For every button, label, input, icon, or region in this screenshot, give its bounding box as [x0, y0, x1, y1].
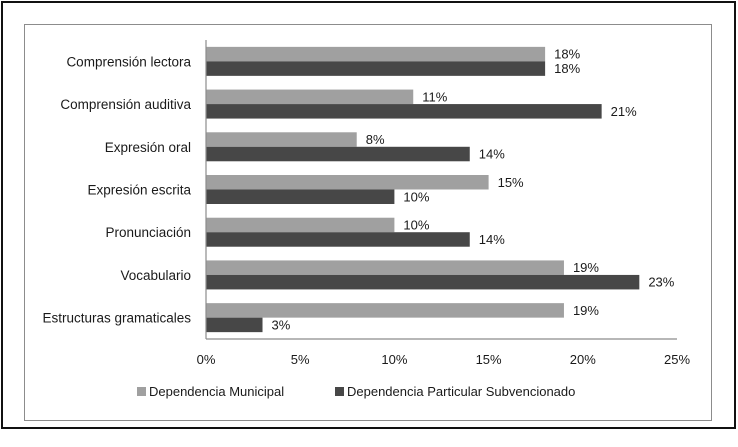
- value-label: 19%: [573, 260, 599, 275]
- x-tick-label: 25%: [664, 352, 690, 367]
- bar-municipal-0: [206, 46, 546, 62]
- value-label: 19%: [573, 303, 599, 318]
- value-label: 21%: [611, 104, 637, 119]
- value-label: 14%: [479, 147, 505, 162]
- category-label: Expresión escrita: [87, 183, 191, 198]
- bar-particular-subvencionado-0: [206, 61, 546, 76]
- x-tick-label: 0%: [197, 352, 216, 367]
- bar-particular-subvencionado-6: [206, 317, 263, 333]
- legend-label: Dependencia Municipal: [149, 384, 284, 399]
- bar-particular-subvencionado-2: [206, 146, 470, 162]
- bar-municipal-5: [206, 260, 564, 275]
- value-label: 14%: [479, 232, 505, 247]
- x-tick-label: 20%: [570, 352, 596, 367]
- legend-swatch-municipal: [137, 387, 146, 396]
- category-label: Comprensión auditiva: [60, 97, 191, 112]
- bar-municipal-1: [206, 89, 414, 105]
- bar-municipal-6: [206, 303, 564, 318]
- value-label: 18%: [554, 61, 580, 76]
- legend-label: Dependencia Particular Subvencionado: [347, 384, 575, 399]
- value-label: 11%: [422, 89, 447, 104]
- bar-municipal-3: [206, 175, 489, 190]
- value-label: 8%: [366, 132, 385, 147]
- value-label: 3%: [272, 317, 291, 332]
- bars-group: [206, 46, 640, 333]
- x-tick-label: 15%: [476, 352, 502, 367]
- legend: Dependencia Municipal Dependencia Particu…: [137, 384, 575, 399]
- value-label: 18%: [554, 47, 580, 62]
- category-labels: Comprensión lectora Comprensión auditiva E…: [42, 54, 191, 325]
- bar-particular-subvencionado-4: [206, 232, 470, 247]
- x-tick-label: 10%: [381, 352, 407, 367]
- category-label: Expresión oral: [105, 140, 191, 155]
- category-label: Estructuras gramaticales: [42, 311, 191, 326]
- x-tick-label: 5%: [291, 352, 310, 367]
- value-labels: 18%18% 11% 21% 8% 14% 15% 10% 10% 14% 19% 23% 19% 3%: [272, 47, 675, 333]
- x-tick-labels: 0% 5% 10% 15% 20% 25%: [197, 352, 691, 367]
- category-label: Comprensión lectora: [66, 54, 191, 69]
- category-label: Vocabulario: [120, 268, 191, 283]
- bar-municipal-4: [206, 217, 395, 233]
- legend-swatch-particular-subvencionado: [335, 387, 344, 396]
- bar-municipal-2: [206, 132, 357, 147]
- value-label: 10%: [403, 189, 429, 204]
- bar-particular-subvencionado-3: [206, 189, 395, 204]
- value-label: 15%: [498, 175, 524, 190]
- value-label: 23%: [648, 275, 674, 290]
- category-label: Pronunciación: [105, 225, 191, 240]
- bar-particular-subvencionado-1: [206, 104, 602, 119]
- bar-particular-subvencionado-5: [206, 274, 640, 290]
- value-label: 10%: [403, 217, 429, 232]
